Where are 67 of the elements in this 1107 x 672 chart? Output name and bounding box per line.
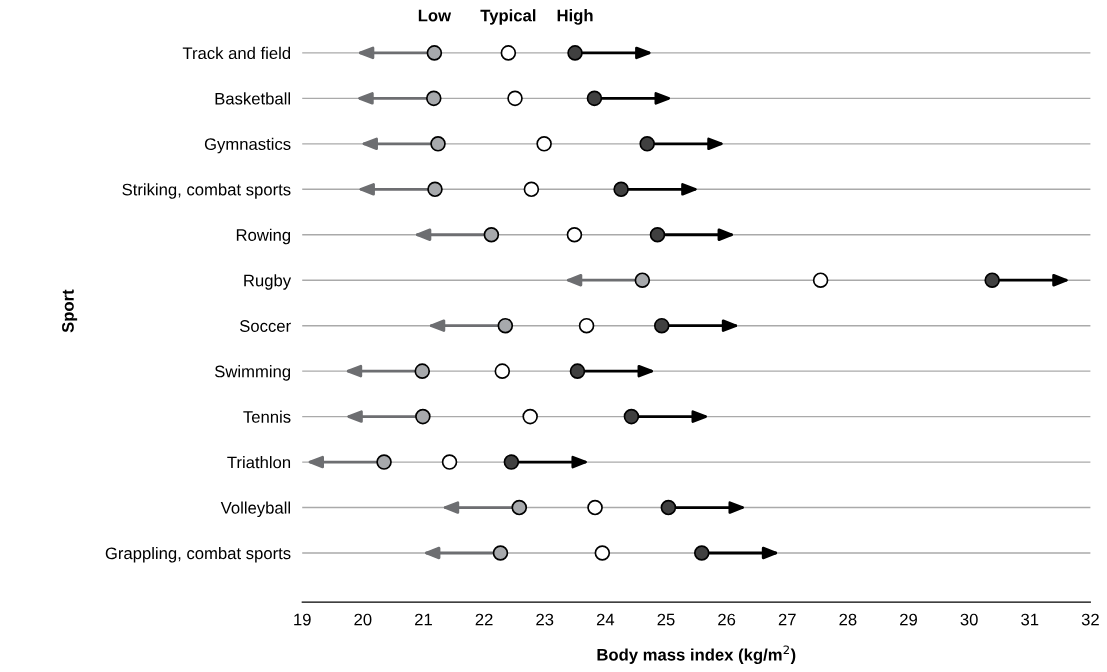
point — [587, 499, 603, 516]
series-label: Typical — [480, 9, 536, 25]
point — [415, 408, 431, 425]
x-tick-label: 23 — [536, 613, 554, 626]
point — [984, 272, 1000, 288]
point — [639, 136, 655, 152]
x-tick-label: 32 — [1081, 613, 1099, 626]
x-tick-label: 30 — [960, 613, 978, 626]
x-tick-label: 25 — [657, 613, 675, 626]
point — [427, 181, 443, 198]
point — [430, 136, 446, 152]
point — [536, 136, 552, 152]
y-tick-label: Gymnastics — [204, 137, 291, 154]
x-tick-label: 28 — [839, 613, 857, 626]
point — [586, 90, 603, 107]
y-tick-label: Soccer — [239, 320, 291, 332]
point — [623, 408, 640, 425]
point — [594, 545, 611, 561]
y-tick-label: Rugby — [244, 274, 292, 290]
x-tick-label: 26 — [718, 613, 736, 626]
point — [523, 181, 540, 198]
x-tick-label: 29 — [900, 613, 917, 626]
x-tick-label: 19 — [294, 613, 311, 626]
point — [500, 45, 517, 61]
point — [634, 272, 651, 288]
point — [812, 272, 829, 288]
point — [613, 181, 629, 198]
point — [376, 454, 392, 470]
point — [414, 363, 431, 379]
point — [507, 90, 523, 107]
x-tick-label: 27 — [778, 613, 796, 626]
x-tick-label: 22 — [475, 613, 493, 626]
point — [569, 363, 586, 379]
y-tick-label: Volleyball — [220, 501, 290, 518]
y-tick-label: Grappling, combat sports — [105, 546, 291, 563]
point — [425, 90, 442, 107]
y-tick-label: Tennis — [243, 410, 291, 423]
point — [483, 226, 500, 243]
x-tick-label: 21 — [415, 613, 432, 626]
y-axis-title: Sport — [62, 289, 78, 333]
point — [503, 454, 520, 470]
series-label: High — [557, 9, 593, 25]
point — [426, 45, 443, 61]
point — [497, 317, 514, 334]
point — [566, 226, 583, 243]
point — [578, 317, 595, 334]
x-tick-label: 24 — [596, 613, 615, 626]
point — [492, 545, 509, 561]
point — [660, 499, 677, 516]
point — [522, 408, 538, 425]
x-tick-label: 20 — [354, 613, 372, 626]
point — [693, 545, 710, 561]
x-tick-label: 31 — [1021, 613, 1039, 626]
point — [511, 499, 528, 516]
y-tick-label: Basketball — [215, 92, 290, 105]
series-label: Low — [418, 9, 452, 22]
y-tick-label: Rowing — [236, 228, 291, 245]
point — [653, 317, 670, 334]
point — [494, 363, 511, 379]
y-tick-label: Track and field — [182, 46, 291, 60]
point — [567, 45, 583, 61]
point — [441, 454, 458, 470]
y-tick-label: Swimming — [215, 365, 291, 381]
point — [649, 226, 666, 243]
x-axis-title: Body mass index (kg/m$^{2}$) — [597, 645, 796, 664]
y-tick-label: Triathlon — [227, 456, 291, 469]
y-tick-label: Striking, combat sports — [122, 183, 291, 199]
